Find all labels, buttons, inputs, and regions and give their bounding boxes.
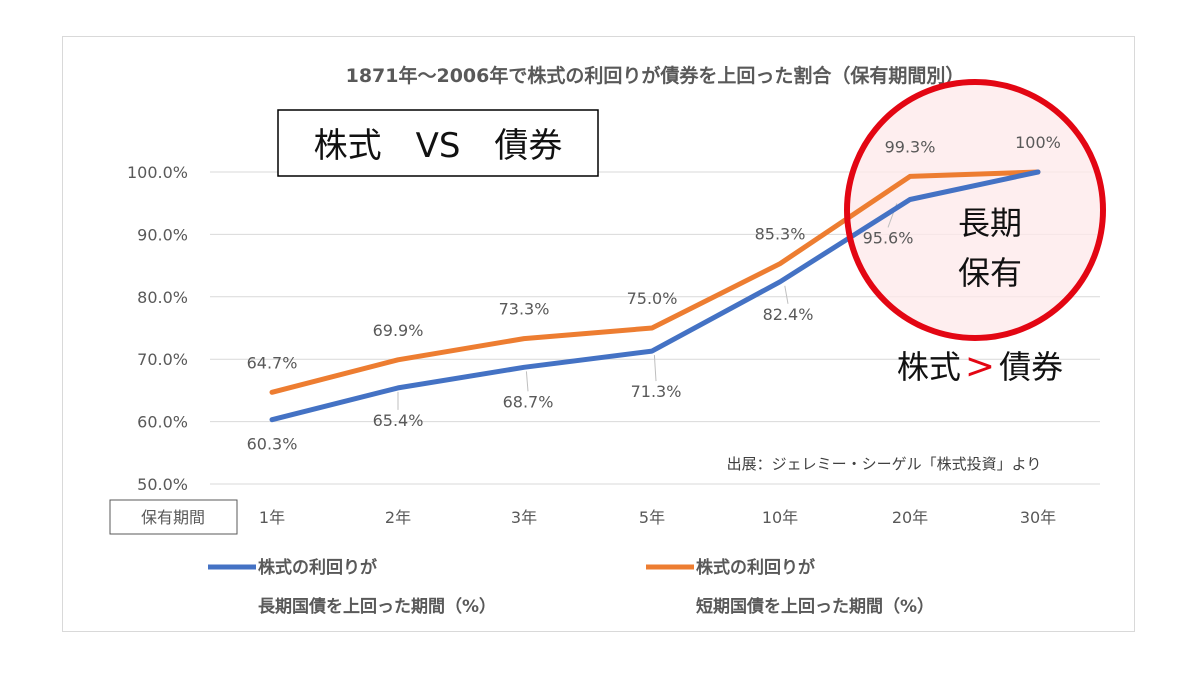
x-tick-label: 5年 bbox=[639, 508, 665, 527]
x-tick-label: 1年 bbox=[259, 508, 285, 527]
series-line-2 bbox=[269, 169, 1041, 395]
highlight-circle bbox=[844, 79, 1106, 341]
data-label-series-1: 60.3% bbox=[247, 435, 298, 454]
conclusion-symbol: > bbox=[965, 346, 995, 387]
headline-box bbox=[277, 109, 599, 177]
leader-line bbox=[525, 371, 529, 392]
data-label-series-1: 95.6% bbox=[863, 228, 914, 247]
conclusion-right: 債券 bbox=[999, 348, 1063, 386]
y-tick-label: 70.0% bbox=[137, 350, 188, 369]
conclusion-left: 株式 bbox=[897, 348, 961, 386]
data-label-series-1: 65.4% bbox=[373, 411, 424, 430]
legend-label-series-1-line2: 長期国債を上回った期間（%） bbox=[258, 596, 496, 617]
data-label-series-1: 71.3% bbox=[631, 382, 682, 401]
y-tick-label: 80.0% bbox=[137, 288, 188, 307]
headline-text: 株式 VS 債券 bbox=[314, 126, 563, 166]
legend: 株式の利回りが 長期国債を上回った期間（%） 株式の利回りが 短期国債を上回った… bbox=[208, 557, 934, 617]
highlight-circle-fill bbox=[847, 82, 1103, 338]
data-label-series-2: 85.3% bbox=[755, 225, 806, 244]
category-header-box bbox=[109, 499, 238, 535]
leader-line bbox=[653, 355, 657, 382]
data-label-series-2: 99.3% bbox=[885, 137, 936, 156]
y-tick-label: 100.0% bbox=[127, 163, 188, 182]
data-label-series-2: 64.7% bbox=[247, 353, 298, 372]
data-labels: 60.3% 65.4% 68.7% 71.3% 82.4% 95.6% 64.7% 69.9%… bbox=[247, 133, 1061, 454]
y-tick-label: 60.0% bbox=[137, 413, 188, 432]
circle-text-line2: 保有 bbox=[958, 254, 1022, 292]
conclusion-text: 株式 > 債券 bbox=[897, 346, 1063, 387]
data-label-series-2: 100% bbox=[1015, 133, 1061, 152]
x-tick-label: 2年 bbox=[385, 508, 411, 527]
data-label-series-2: 75.0% bbox=[627, 289, 678, 308]
x-tick-label: 10年 bbox=[762, 508, 798, 527]
series-line-1 bbox=[269, 169, 1041, 423]
category-header-label: 保有期間 bbox=[141, 508, 205, 527]
x-tick-label: 3年 bbox=[511, 508, 537, 527]
x-tick-label: 20年 bbox=[892, 508, 928, 527]
x-tick-label: 30年 bbox=[1020, 508, 1056, 527]
series-lines bbox=[269, 169, 1041, 423]
source-note: 出展：ジェレミー・シーゲル「株式投資」より bbox=[727, 455, 1042, 473]
data-label-series-2: 73.3% bbox=[499, 300, 550, 319]
circle-text-line1: 長期 bbox=[958, 204, 1022, 242]
data-label-series-1: 82.4% bbox=[763, 305, 814, 324]
legend-label-series-2-line2: 短期国債を上回った期間（%） bbox=[696, 596, 934, 617]
chart-title: 1871年～2006年で株式の利回りが債券を上回った割合（保有期間別） bbox=[346, 64, 965, 87]
x-axis-ticks: 1年 2年 3年 5年 10年 20年 30年 bbox=[259, 508, 1056, 527]
data-label-series-1: 68.7% bbox=[503, 392, 554, 411]
legend-label-series-1-line1: 株式の利回りが bbox=[258, 557, 377, 578]
data-label-series-2: 69.9% bbox=[373, 321, 424, 340]
y-axis-ticks: 50.0% 60.0% 70.0% 80.0% 90.0% 100.0% bbox=[127, 163, 188, 494]
legend-label-series-2-line1: 株式の利回りが bbox=[696, 557, 815, 578]
y-tick-label: 50.0% bbox=[137, 475, 188, 494]
leader-line bbox=[784, 285, 789, 304]
y-tick-label: 90.0% bbox=[137, 225, 188, 244]
